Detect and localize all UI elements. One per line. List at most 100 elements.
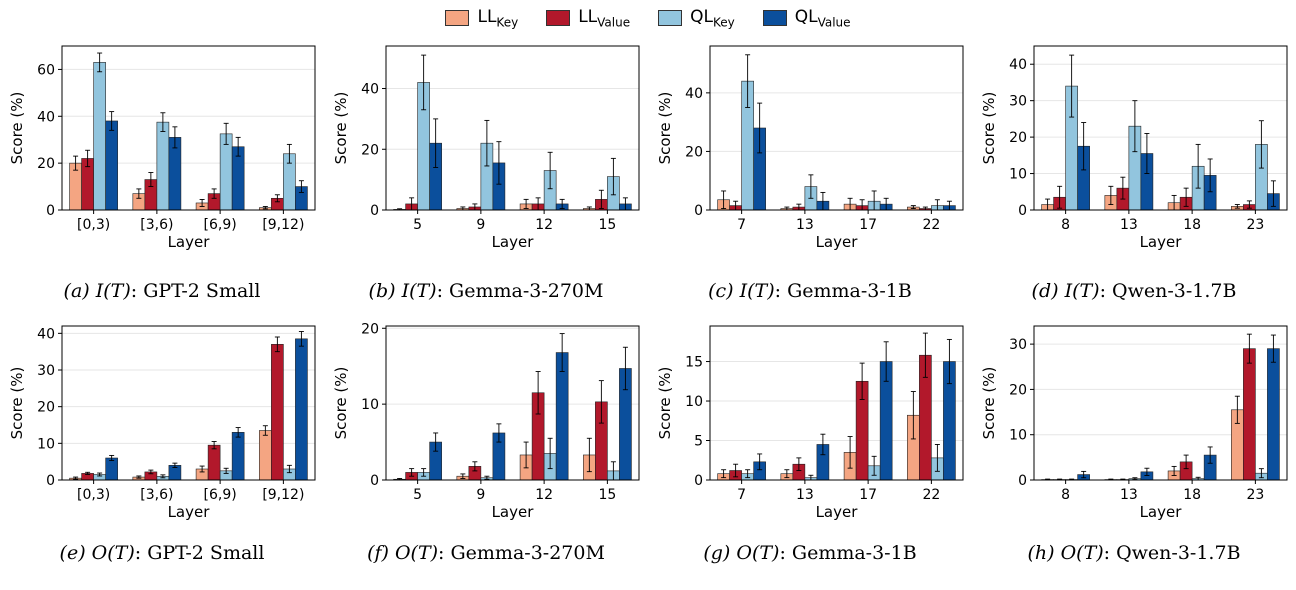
y-axis-label: Score (%)	[656, 92, 674, 165]
x-tick-label: [9,12)	[262, 487, 304, 503]
x-tick-label: 5	[413, 217, 422, 233]
y-tick-label: 30	[37, 363, 55, 379]
x-tick-label: 13	[1120, 217, 1138, 233]
y-tick-label: 10	[37, 436, 55, 452]
y-tick-label: 40	[37, 326, 55, 342]
y-axis-label: Score (%)	[8, 92, 26, 165]
y-tick-label: 10	[1009, 167, 1027, 183]
chart-legend: LLKey LLValue QLKey QLValue	[0, 4, 1296, 32]
panel-caption: (e) O(T): GPT-2 Small	[0, 542, 324, 564]
bar-ll-key	[259, 431, 271, 481]
panel-caption: (a) I(T): GPT-2 Small	[0, 280, 324, 302]
y-tick-label: 20	[1009, 130, 1027, 146]
y-tick-label: 20	[1009, 382, 1027, 398]
y-tick-label: 5	[694, 434, 703, 450]
x-tick-label: 15	[598, 487, 616, 503]
x-tick-label: 23	[1246, 217, 1264, 233]
y-tick-label: 10	[685, 394, 703, 410]
legend-swatch	[546, 10, 570, 26]
y-tick-label: 20	[37, 156, 55, 172]
legend-item-ll-key: LLKey	[445, 7, 518, 29]
y-axis-label: Score (%)	[332, 92, 350, 165]
bar-ql-value	[106, 121, 118, 210]
y-axis-label: Score (%)	[8, 367, 26, 440]
y-axis-label: Score (%)	[980, 92, 998, 165]
x-tick-label: 8	[1061, 487, 1070, 503]
chart-panel-d: 8 13 18 23 0 10 20 30 40 Layer Score (%) (d) I(T): …	[972, 34, 1296, 320]
y-tick-label: 30	[1009, 94, 1027, 110]
x-tick-label: 9	[476, 487, 485, 503]
legend-item-ql-value: QLValue	[763, 7, 851, 29]
y-tick-label: 30	[1009, 337, 1027, 353]
x-tick-label: 13	[796, 217, 814, 233]
x-tick-label: 12	[535, 487, 553, 503]
x-tick-label: [6,9)	[204, 487, 237, 503]
legend-label: QLKey	[690, 7, 735, 29]
bar-ql-value	[295, 339, 307, 480]
bar-ll-value	[208, 445, 220, 480]
x-tick-label: 18	[1183, 217, 1201, 233]
panel-caption: (f) O(T): Gemma-3-270M	[324, 542, 648, 564]
x-tick-label: 13	[796, 487, 814, 503]
y-tick-label: 20	[37, 400, 55, 416]
y-tick-label: 20	[361, 142, 379, 158]
panel-caption: (d) I(T): Qwen-3-1.7B	[972, 280, 1296, 302]
y-tick-label: 20	[361, 321, 379, 337]
x-tick-label: 17	[859, 487, 877, 503]
y-tick-label: 0	[1018, 203, 1027, 219]
x-tick-label: 7	[737, 487, 746, 503]
y-axis-label: Score (%)	[980, 367, 998, 440]
x-tick-label: 22	[922, 217, 940, 233]
x-axis-label: Layer	[168, 233, 211, 251]
y-tick-label: 0	[1018, 473, 1027, 489]
y-tick-label: 20	[685, 144, 703, 160]
bar-ql-value	[1267, 349, 1279, 480]
y-tick-label: 10	[1009, 428, 1027, 444]
x-tick-label: [3,6)	[140, 217, 173, 233]
y-tick-label: 0	[46, 473, 55, 489]
panel-caption: (b) I(T): Gemma-3-270M	[324, 280, 648, 302]
x-axis-label: Layer	[1140, 233, 1183, 251]
x-axis-label: Layer	[168, 503, 211, 521]
legend-item-ll-value: LLValue	[546, 7, 630, 29]
chart-panel-e: [0,3) [3,6) [6,9) [9,12) 0 10 20 30 40 Layer Score…	[0, 304, 324, 590]
panel-caption: (c) I(T): Gemma-3-1B	[648, 280, 972, 302]
x-axis-label: Layer	[1140, 503, 1183, 521]
y-tick-label: 0	[370, 203, 379, 219]
x-tick-label: 5	[413, 487, 422, 503]
bar-ll-value	[1243, 349, 1255, 480]
y-axis-label: Score (%)	[332, 367, 350, 440]
legend-label: QLValue	[795, 7, 851, 29]
x-axis-label: Layer	[816, 233, 859, 251]
x-tick-label: 17	[859, 217, 877, 233]
legend-item-ql-key: QLKey	[658, 7, 735, 29]
y-tick-label: 40	[361, 82, 379, 98]
x-tick-label: 9	[476, 217, 485, 233]
x-tick-label: 22	[922, 487, 940, 503]
x-tick-label: [6,9)	[204, 217, 237, 233]
x-tick-label: [3,6)	[140, 487, 173, 503]
panel-caption: (h) O(T): Qwen-3-1.7B	[972, 542, 1296, 564]
x-tick-label: 15	[598, 217, 616, 233]
legend-swatch	[445, 10, 469, 26]
x-tick-label: [0,3)	[77, 217, 110, 233]
y-tick-label: 0	[370, 473, 379, 489]
bar-ql-key	[157, 122, 169, 210]
legend-swatch	[763, 10, 787, 26]
legend-swatch	[658, 10, 682, 26]
x-tick-label: 7	[737, 217, 746, 233]
y-tick-label: 0	[46, 203, 55, 219]
bar-ql-key	[94, 62, 106, 210]
x-tick-label: 8	[1061, 217, 1070, 233]
x-tick-label: 23	[1246, 487, 1264, 503]
y-tick-label: 40	[1009, 57, 1027, 73]
x-tick-label: [0,3)	[77, 487, 110, 503]
bar-chart: 8 13 18 23 0 10 20 30 40 Layer Score (%)	[972, 34, 1296, 320]
